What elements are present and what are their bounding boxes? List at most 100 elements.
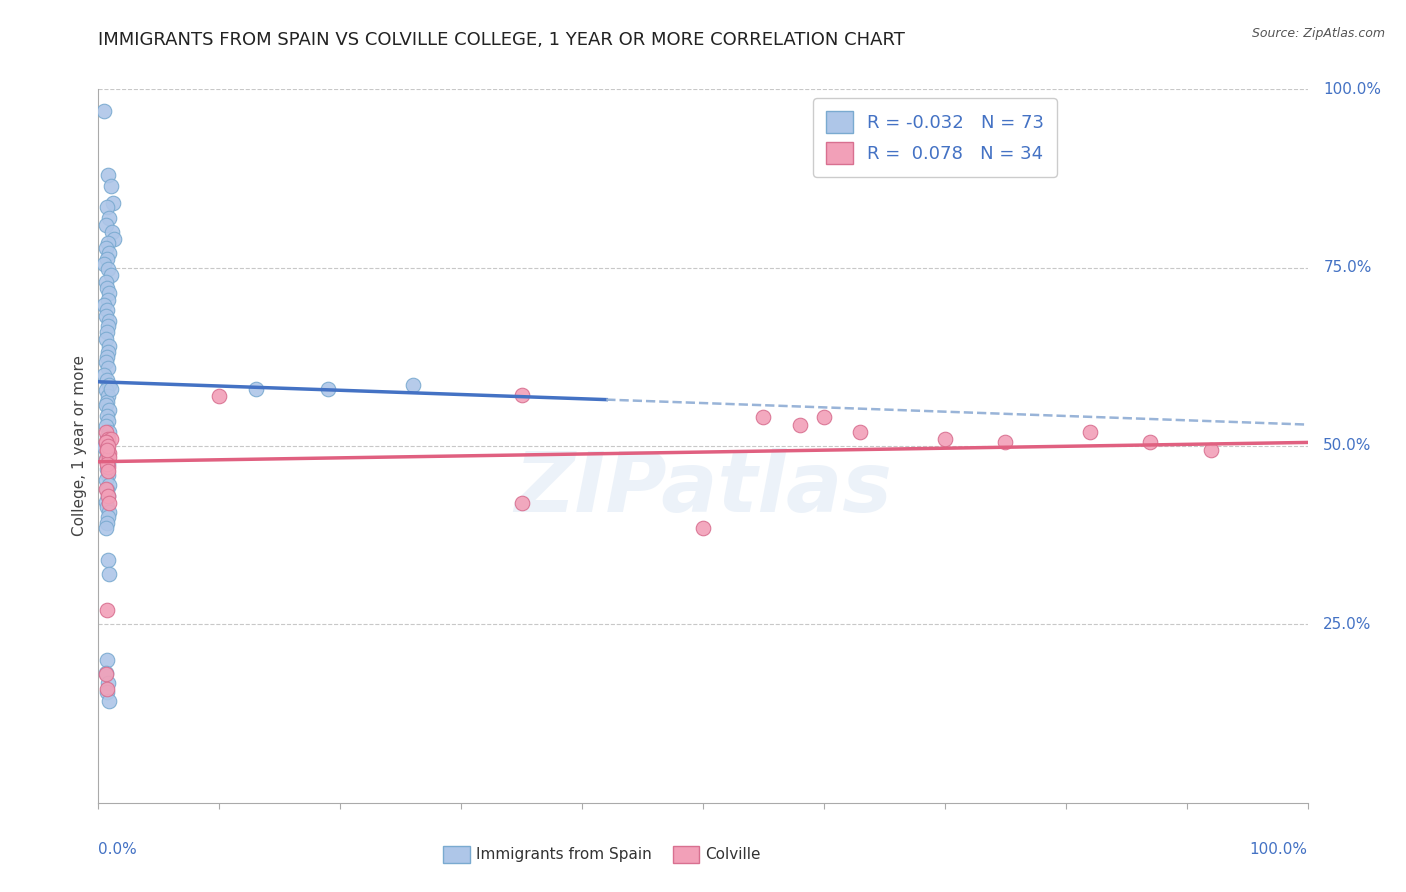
Point xyxy=(100,225,122,239)
Point xyxy=(94,451,117,466)
Point xyxy=(97,510,120,524)
Point xyxy=(94,398,117,412)
Point xyxy=(97,435,120,450)
Text: 50.0%: 50.0% xyxy=(1323,439,1372,453)
Point xyxy=(96,442,118,457)
Point xyxy=(96,430,118,444)
Point xyxy=(98,403,121,417)
Text: Source: ZipAtlas.com: Source: ZipAtlas.com xyxy=(1251,27,1385,40)
Point xyxy=(97,235,120,250)
Point xyxy=(96,303,118,318)
Point xyxy=(100,178,122,193)
Point xyxy=(96,516,118,530)
Text: Immigrants from Spain: Immigrants from Spain xyxy=(475,847,651,863)
Point xyxy=(97,168,120,182)
Point xyxy=(94,473,117,487)
Point xyxy=(94,419,117,434)
Point xyxy=(98,339,121,353)
Point xyxy=(316,382,339,396)
Point xyxy=(96,200,118,214)
Point xyxy=(98,496,121,510)
Point xyxy=(97,432,120,446)
Point xyxy=(849,425,872,439)
Point xyxy=(245,382,267,396)
Point xyxy=(94,218,117,232)
Point xyxy=(97,414,120,428)
Point xyxy=(94,494,117,508)
Point xyxy=(93,368,115,382)
Point xyxy=(208,389,231,403)
Point xyxy=(97,389,120,403)
Point xyxy=(94,667,117,681)
Point xyxy=(98,285,121,300)
Point xyxy=(97,467,120,482)
Point xyxy=(94,332,117,346)
Point xyxy=(510,496,533,510)
Point xyxy=(97,319,120,334)
Point xyxy=(97,457,120,471)
Point xyxy=(96,681,118,696)
Point xyxy=(96,685,118,699)
Point xyxy=(96,439,118,453)
Point xyxy=(93,441,115,455)
Text: IMMIGRANTS FROM SPAIN VS COLVILLE COLLEGE, 1 YEAR OR MORE CORRELATION CHART: IMMIGRANTS FROM SPAIN VS COLVILLE COLLEG… xyxy=(98,31,905,49)
Point xyxy=(97,464,120,478)
Point xyxy=(96,483,118,498)
Point xyxy=(96,446,118,460)
Point xyxy=(97,360,120,375)
Point xyxy=(100,268,122,282)
Text: 25.0%: 25.0% xyxy=(1323,617,1372,632)
Point xyxy=(94,482,117,496)
Point xyxy=(98,378,121,392)
Text: 0.0%: 0.0% xyxy=(98,842,138,857)
Point xyxy=(100,432,122,446)
FancyBboxPatch shape xyxy=(443,846,470,863)
Point xyxy=(94,453,117,467)
Point xyxy=(98,505,121,519)
Point xyxy=(94,309,117,323)
Point xyxy=(103,232,125,246)
Point xyxy=(98,314,121,328)
Point xyxy=(94,435,117,450)
Point xyxy=(96,653,118,667)
Point xyxy=(510,387,533,401)
Point xyxy=(96,603,118,617)
Point xyxy=(98,478,121,492)
Point xyxy=(93,257,115,271)
Point xyxy=(789,417,811,432)
Point xyxy=(98,694,121,708)
Text: 100.0%: 100.0% xyxy=(1323,82,1381,96)
Point xyxy=(692,521,714,535)
Point xyxy=(97,489,120,503)
Point xyxy=(96,500,118,514)
Point xyxy=(98,446,121,460)
Point xyxy=(98,450,121,464)
Text: 75.0%: 75.0% xyxy=(1323,260,1372,275)
Text: ZIPatlas: ZIPatlas xyxy=(515,449,891,529)
Point xyxy=(96,325,118,339)
Point xyxy=(96,280,118,294)
Point xyxy=(96,409,118,423)
Point xyxy=(94,425,117,439)
Point xyxy=(93,103,115,118)
Point xyxy=(96,252,118,266)
Point xyxy=(98,567,121,582)
Point xyxy=(94,521,117,535)
Text: Colville: Colville xyxy=(706,847,761,863)
Point xyxy=(1199,442,1222,457)
Point xyxy=(97,460,120,475)
Point xyxy=(97,293,120,307)
Point xyxy=(98,425,121,439)
Legend: R = -0.032   N = 73, R =  0.078   N = 34: R = -0.032 N = 73, R = 0.078 N = 34 xyxy=(813,98,1057,177)
Y-axis label: College, 1 year or more: College, 1 year or more xyxy=(72,356,87,536)
Point xyxy=(813,410,835,425)
Point xyxy=(752,410,775,425)
Point xyxy=(96,373,118,387)
Point xyxy=(96,457,118,471)
Point xyxy=(97,439,120,453)
Point xyxy=(101,196,124,211)
FancyBboxPatch shape xyxy=(672,846,699,863)
Point xyxy=(96,394,118,409)
Point xyxy=(93,298,115,312)
Point xyxy=(100,382,122,396)
